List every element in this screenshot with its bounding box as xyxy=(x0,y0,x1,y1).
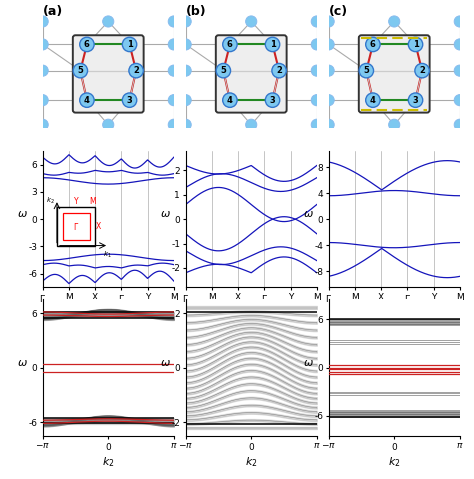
Y-axis label: $\omega$: $\omega$ xyxy=(303,209,314,219)
Circle shape xyxy=(389,119,400,130)
Circle shape xyxy=(37,65,48,76)
Circle shape xyxy=(122,93,137,107)
Circle shape xyxy=(408,93,423,107)
Text: 3: 3 xyxy=(127,96,132,104)
Text: (b): (b) xyxy=(186,5,206,18)
Circle shape xyxy=(246,119,257,130)
Circle shape xyxy=(272,63,286,78)
Circle shape xyxy=(359,63,374,78)
Circle shape xyxy=(323,119,334,130)
Circle shape xyxy=(129,63,143,78)
Y-axis label: $\omega$: $\omega$ xyxy=(17,209,28,219)
Circle shape xyxy=(323,39,334,50)
Circle shape xyxy=(323,65,334,76)
Text: 2: 2 xyxy=(133,66,139,75)
Circle shape xyxy=(454,119,465,130)
Text: 4: 4 xyxy=(227,96,233,104)
Text: 6: 6 xyxy=(370,40,376,49)
Y-axis label: $\omega$: $\omega$ xyxy=(303,358,314,368)
Text: 3: 3 xyxy=(270,96,275,104)
Circle shape xyxy=(323,16,334,27)
Text: 5: 5 xyxy=(364,66,369,75)
Text: 2: 2 xyxy=(419,66,425,75)
Text: 6: 6 xyxy=(227,40,233,49)
Y-axis label: $\omega$: $\omega$ xyxy=(160,209,171,219)
Circle shape xyxy=(180,94,191,106)
Circle shape xyxy=(180,119,191,130)
Circle shape xyxy=(180,65,191,76)
Circle shape xyxy=(37,16,48,27)
Text: 1: 1 xyxy=(270,40,275,49)
Circle shape xyxy=(37,39,48,50)
Text: 1: 1 xyxy=(412,40,419,49)
Text: 4: 4 xyxy=(370,96,376,104)
Circle shape xyxy=(311,39,322,50)
Circle shape xyxy=(80,37,94,52)
Circle shape xyxy=(168,119,179,130)
Circle shape xyxy=(73,63,88,78)
Circle shape xyxy=(216,63,230,78)
Circle shape xyxy=(223,37,237,52)
Circle shape xyxy=(103,119,114,130)
Circle shape xyxy=(311,94,322,106)
Circle shape xyxy=(103,16,114,27)
Circle shape xyxy=(389,16,400,27)
Circle shape xyxy=(37,94,48,106)
Circle shape xyxy=(454,16,465,27)
Text: 3: 3 xyxy=(413,96,419,104)
Circle shape xyxy=(454,65,465,76)
Circle shape xyxy=(365,37,380,52)
X-axis label: $k_2$: $k_2$ xyxy=(102,455,115,469)
Y-axis label: $\omega$: $\omega$ xyxy=(160,358,171,368)
Circle shape xyxy=(415,63,429,78)
Circle shape xyxy=(323,94,334,106)
FancyBboxPatch shape xyxy=(216,35,287,113)
Circle shape xyxy=(311,16,322,27)
Y-axis label: $\omega$: $\omega$ xyxy=(17,358,28,368)
Text: 2: 2 xyxy=(276,66,282,75)
Circle shape xyxy=(265,93,280,107)
Text: 6: 6 xyxy=(84,40,90,49)
Circle shape xyxy=(454,94,465,106)
Circle shape xyxy=(311,119,322,130)
Circle shape xyxy=(168,39,179,50)
X-axis label: $k_2$: $k_2$ xyxy=(245,455,257,469)
Circle shape xyxy=(168,16,179,27)
Circle shape xyxy=(37,119,48,130)
Circle shape xyxy=(122,37,137,52)
Text: 5: 5 xyxy=(220,66,226,75)
FancyBboxPatch shape xyxy=(359,35,429,113)
Circle shape xyxy=(246,16,257,27)
Circle shape xyxy=(180,39,191,50)
FancyBboxPatch shape xyxy=(73,35,144,113)
Circle shape xyxy=(80,93,94,107)
X-axis label: $k_2$: $k_2$ xyxy=(388,455,401,469)
Circle shape xyxy=(408,37,423,52)
Circle shape xyxy=(454,39,465,50)
Circle shape xyxy=(265,37,280,52)
Circle shape xyxy=(311,65,322,76)
Text: (c): (c) xyxy=(328,5,348,18)
Circle shape xyxy=(365,93,380,107)
Circle shape xyxy=(168,94,179,106)
Text: (a): (a) xyxy=(43,5,63,18)
Circle shape xyxy=(223,93,237,107)
Text: 5: 5 xyxy=(77,66,83,75)
Circle shape xyxy=(168,65,179,76)
Text: 1: 1 xyxy=(127,40,132,49)
Text: 4: 4 xyxy=(84,96,90,104)
Circle shape xyxy=(180,16,191,27)
